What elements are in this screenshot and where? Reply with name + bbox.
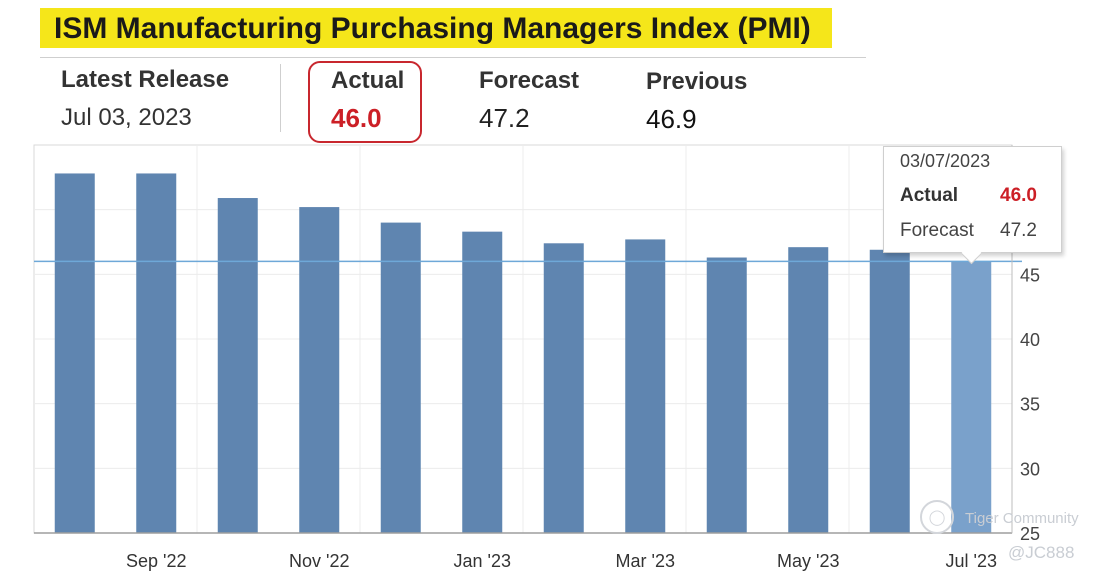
page-title: ISM Manufacturing Purchasing Managers In… [54,12,811,45]
x-tick-label: May '23 [777,551,839,571]
previous-label: Previous [646,68,748,95]
actual-highlight-box [308,61,422,143]
title-highlight [40,8,832,48]
y-tick-label: 35 [1020,395,1040,415]
stat-divider [280,64,281,132]
bar [462,231,503,534]
tooltip-actual-label: Actual [900,185,959,206]
tiger-logo-icon: ◯ [920,500,954,534]
bar [951,261,992,533]
bar [788,247,829,533]
bar [380,222,421,533]
x-tick-label: Mar '23 [616,551,675,571]
x-tick-label: Jul '23 [946,551,997,571]
bar [869,249,910,533]
y-tick-label: 25 [1020,524,1040,544]
bar [217,198,258,533]
latest-release-date: Jul 03, 2023 [61,104,192,131]
bar [706,257,747,533]
y-tick-label: 40 [1020,330,1040,350]
actual-value: 46.0 [331,103,382,133]
x-tick-label: Jan '23 [454,551,511,571]
chart-tooltip: 03/07/2023 Actual 46.0 Forecast 47.2 [883,146,1062,265]
tooltip-date: 03/07/2023 [900,151,991,171]
x-tick-label: Sep '22 [126,551,187,571]
actual-label: Actual [331,67,405,94]
y-tick-label: 45 [1020,265,1040,285]
bar [543,243,584,533]
tooltip-actual-value: 46.0 [1000,185,1037,206]
bar [54,173,95,533]
bar [136,173,177,533]
watermark-name: Tiger Community [965,510,1079,527]
watermark-handle: @JC888 [1008,543,1075,562]
bar [625,239,666,533]
bar [299,207,340,533]
forecast-label: Forecast [479,67,580,94]
previous-value: 46.9 [646,104,697,134]
tooltip-forecast-label: Forecast [900,220,974,241]
latest-release-label: Latest Release [61,66,230,93]
tooltip-forecast-value: 47.2 [1000,220,1037,241]
forecast-value: 47.2 [479,103,530,133]
y-tick-label: 30 [1020,459,1040,479]
x-tick-label: Nov '22 [289,551,349,571]
title-divider [40,57,866,58]
